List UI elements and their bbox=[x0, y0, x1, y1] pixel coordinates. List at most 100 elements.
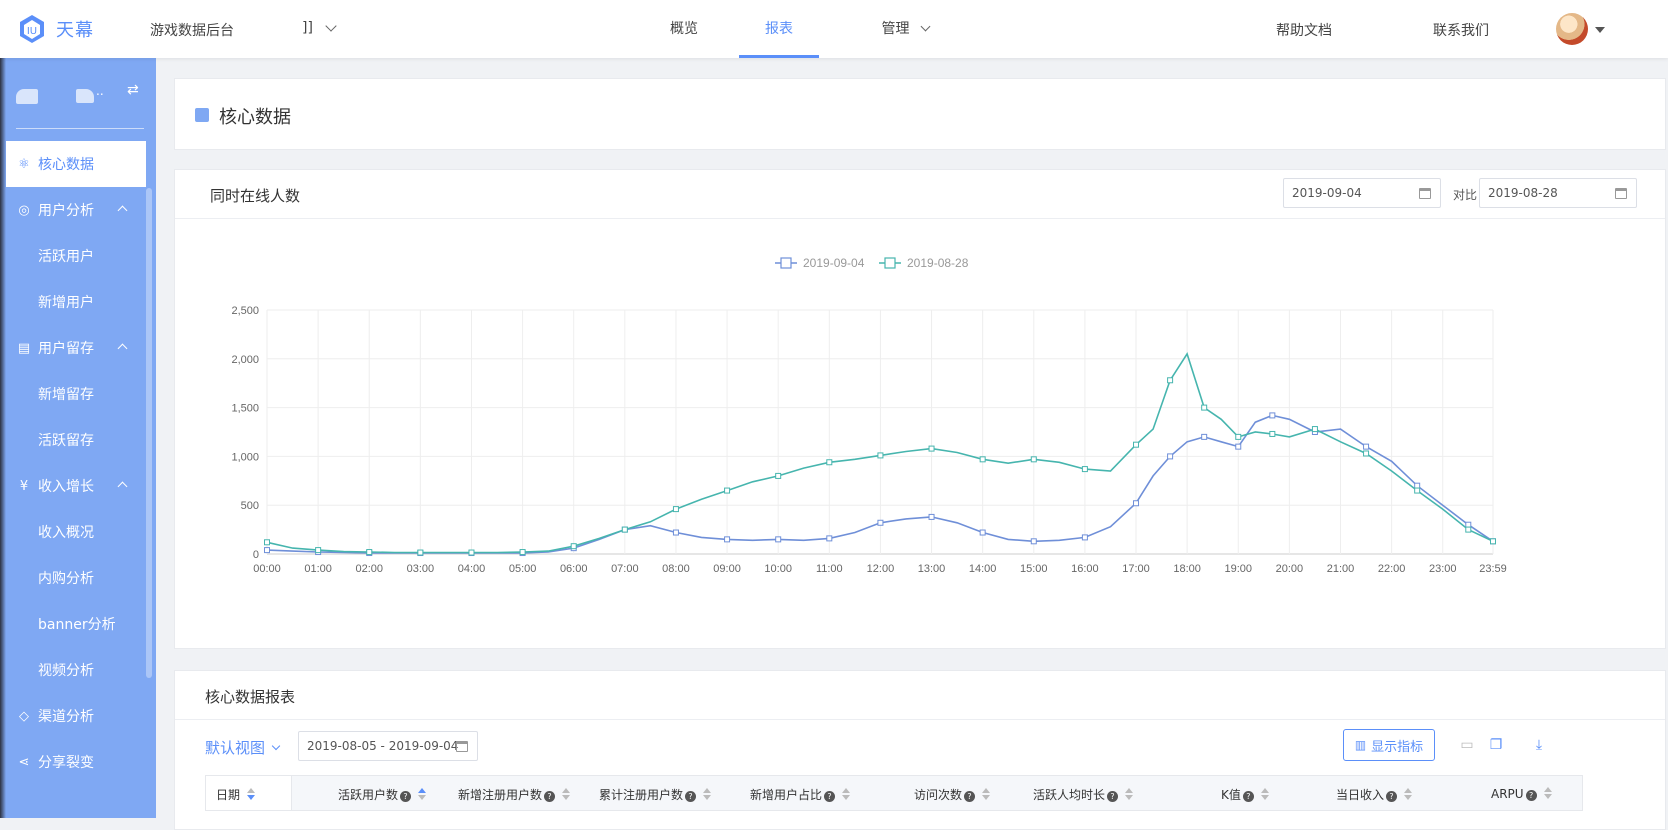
col-arpu[interactable]: ARPU? bbox=[1491, 786, 1552, 801]
data-point bbox=[877, 452, 884, 459]
download-icon[interactable]: ⤓ bbox=[1535, 737, 1543, 753]
app-name: 游戏数据后台 bbox=[150, 23, 234, 39]
caret-down-icon[interactable] bbox=[1595, 27, 1605, 33]
calendar-icon bbox=[456, 741, 468, 752]
col-daily-revenue[interactable]: 当日收入? bbox=[1336, 786, 1413, 803]
compare-label: 对比 bbox=[1453, 188, 1478, 202]
card-divider bbox=[175, 218, 1665, 219]
data-point bbox=[1465, 521, 1472, 528]
sort-icon[interactable] bbox=[1404, 788, 1413, 800]
data-point bbox=[1363, 443, 1370, 450]
calendar-icon bbox=[1419, 188, 1431, 199]
online-users-card: 同时在线人数 2019-09-04 对比 2019-08-28 0 500 1,00… bbox=[174, 169, 1666, 649]
game-selector-value: ]] bbox=[302, 20, 313, 36]
date-column-header-cell bbox=[206, 776, 292, 810]
view-selector-label: 默认视图 bbox=[205, 739, 266, 757]
table-header: 日期 活跃用户数? 新增注册用户数? 累计注册用户数? 新增用户占比? 访问次数… bbox=[205, 775, 1583, 811]
sidebar-item-core-data[interactable]: ⚛ 核心数据 bbox=[6, 141, 146, 187]
col-visits[interactable]: 访问次数? bbox=[914, 786, 991, 803]
nav-overview[interactable]: 概览 bbox=[660, 0, 708, 58]
sidebar-item-user-retention[interactable]: ▤ 用户留存 bbox=[6, 325, 146, 371]
top-bar: IU 天幕 游戏数据后台 ]] 概览 报表 管理 帮助文档 联系我们 bbox=[0, 0, 1668, 58]
col-total-registered[interactable]: 累计注册用户数? bbox=[599, 786, 712, 803]
sort-icon[interactable] bbox=[418, 788, 427, 800]
sort-icon[interactable] bbox=[1125, 788, 1134, 800]
save-icon[interactable]: ▭ bbox=[1460, 737, 1474, 753]
show-metrics-button[interactable]: ▥ 显示指标 bbox=[1343, 729, 1435, 761]
legend-swatch bbox=[780, 257, 792, 269]
x-tick-label: 21:00 bbox=[1327, 563, 1355, 575]
sidebar-item-iap-analysis[interactable]: 内购分析 bbox=[6, 555, 146, 601]
logo[interactable]: IU 天幕 bbox=[18, 14, 94, 44]
date-picker-primary[interactable]: 2019-09-04 bbox=[1283, 178, 1441, 208]
sidebar-item-new-users[interactable]: 新增用户 bbox=[6, 279, 146, 325]
col-new-registered[interactable]: 新增注册用户数? bbox=[458, 786, 571, 803]
sidebar-item-revenue-overview[interactable]: 收入概况 bbox=[6, 509, 146, 555]
series-line-1 bbox=[266, 352, 1494, 554]
sidebar-item-active-users[interactable]: 活跃用户 bbox=[6, 233, 146, 279]
sidebar-item-channel-analysis[interactable]: ◇ 渠道分析 bbox=[6, 693, 146, 739]
help-icon[interactable]: ? bbox=[824, 791, 836, 802]
sidebar-item-new-retention[interactable]: 新增留存 bbox=[6, 371, 146, 417]
sidebar-item-video-analysis[interactable]: 视频分析 bbox=[6, 647, 146, 693]
nav-reports[interactable]: 报表 bbox=[739, 0, 819, 58]
yen-circle-icon: ¥ bbox=[19, 478, 29, 494]
sort-icon[interactable] bbox=[1260, 788, 1269, 800]
sidebar-item-share-fission[interactable]: ⋖ 分享裂变 bbox=[6, 739, 146, 785]
y-tick-label: 1,500 bbox=[231, 403, 259, 415]
sort-icon[interactable] bbox=[562, 788, 571, 800]
col-avg-duration[interactable]: 活跃人均时长? bbox=[1033, 786, 1134, 803]
x-tick-label: 00:00 bbox=[253, 563, 281, 575]
help-icon[interactable]: ? bbox=[400, 791, 412, 802]
data-point bbox=[1414, 482, 1421, 489]
help-icon[interactable]: ? bbox=[1386, 791, 1398, 802]
date-picker-compare[interactable]: 2019-08-28 bbox=[1479, 178, 1637, 208]
data-point bbox=[621, 526, 628, 533]
date-range-picker[interactable]: 2019-08-05 - 2019-09-04 bbox=[298, 731, 478, 761]
data-point bbox=[1030, 538, 1037, 545]
sort-icon[interactable] bbox=[703, 788, 712, 800]
x-tick-label: 09:00 bbox=[713, 563, 741, 575]
sort-icon[interactable] bbox=[1543, 787, 1552, 799]
help-icon[interactable]: ? bbox=[1525, 790, 1537, 801]
sidebar-item-user-analysis[interactable]: ◎ 用户分析 bbox=[6, 187, 146, 233]
x-tick-label: 14:00 bbox=[969, 563, 997, 575]
help-icon[interactable]: ? bbox=[685, 791, 697, 802]
help-icon[interactable]: ? bbox=[544, 791, 556, 802]
copy-icon[interactable]: ❐ bbox=[1489, 737, 1503, 753]
col-date[interactable]: 日期 bbox=[216, 786, 256, 803]
nav-manage[interactable]: 管理 bbox=[870, 0, 940, 58]
x-tick-label: 12:00 bbox=[867, 563, 895, 575]
swap-icon[interactable]: ⇄ bbox=[127, 82, 139, 98]
date-range-value: 2019-08-05 - 2019-09-04 bbox=[307, 739, 459, 753]
sidebar-game-icon bbox=[16, 89, 38, 104]
contact-us-link[interactable]: 联系我们 bbox=[1433, 23, 1489, 39]
sort-icon[interactable] bbox=[982, 788, 991, 800]
col-new-user-ratio[interactable]: 新增用户占比? bbox=[750, 786, 851, 803]
sort-icon[interactable] bbox=[247, 788, 256, 800]
view-selector[interactable]: 默认视图 bbox=[205, 737, 281, 758]
sidebar-item-revenue-growth[interactable]: ¥ 收入增长 bbox=[6, 463, 146, 509]
data-point bbox=[1363, 450, 1370, 457]
avatar[interactable] bbox=[1556, 13, 1588, 45]
sidebar-scrollbar[interactable] bbox=[146, 188, 152, 678]
sort-icon[interactable] bbox=[842, 788, 851, 800]
help-icon[interactable]: ? bbox=[1107, 791, 1119, 802]
chevron-up-icon bbox=[117, 481, 128, 492]
sidebar-item-label: 渠道分析 bbox=[38, 709, 94, 725]
sidebar-item-banner-analysis[interactable]: banner分析 bbox=[6, 601, 146, 647]
nav-manage-label: 管理 bbox=[881, 21, 910, 37]
legend-swatch bbox=[884, 257, 896, 269]
data-point bbox=[826, 535, 833, 542]
help-icon[interactable]: ? bbox=[964, 791, 976, 802]
game-selector[interactable]: ]] bbox=[302, 20, 337, 36]
sidebar-item-active-retention[interactable]: 活跃留存 bbox=[6, 417, 146, 463]
data-point bbox=[1133, 500, 1140, 507]
col-k-value[interactable]: K值? bbox=[1221, 786, 1269, 803]
sidebar-item-label: 分享裂变 bbox=[38, 755, 94, 771]
page-title: 核心数据 bbox=[219, 107, 291, 128]
sidebar-edge bbox=[0, 58, 6, 818]
help-docs-link[interactable]: 帮助文档 bbox=[1276, 23, 1332, 39]
help-icon[interactable]: ? bbox=[1242, 791, 1254, 802]
col-active-users[interactable]: 活跃用户数? bbox=[338, 786, 427, 803]
